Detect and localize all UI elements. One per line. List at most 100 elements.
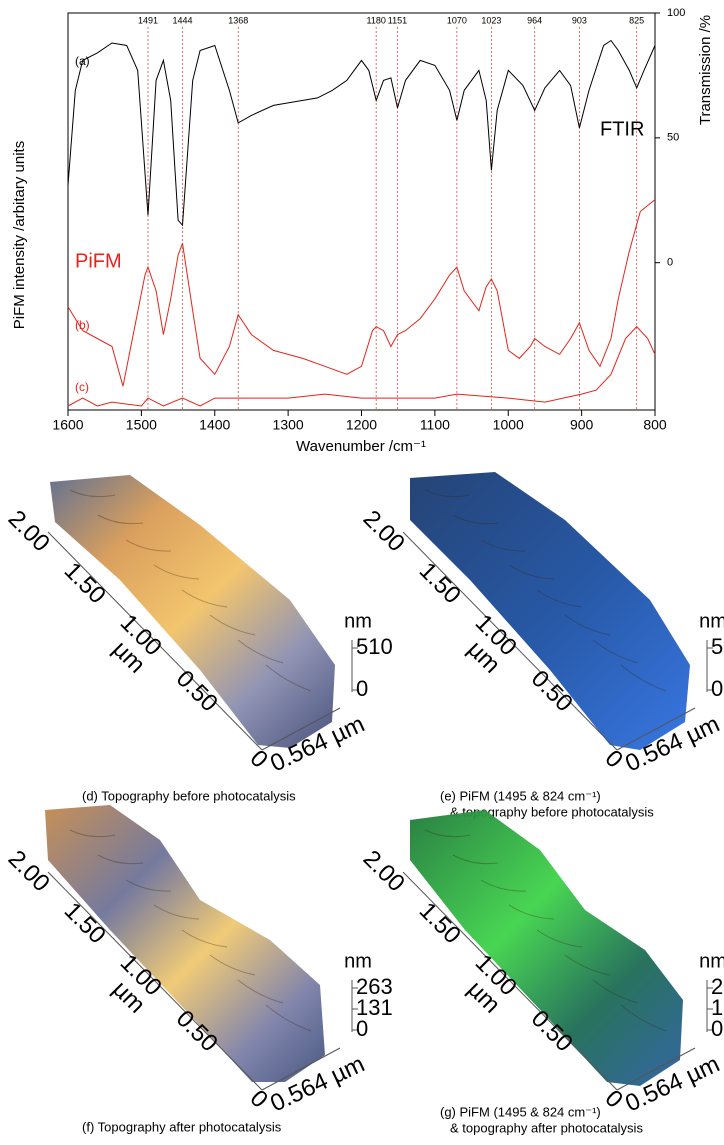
surface-texture xyxy=(69,489,116,498)
x-axis-line xyxy=(616,1047,696,1091)
peak-label: 1444 xyxy=(172,15,192,25)
surface-image xyxy=(410,810,683,1086)
x-tick-label: 1400 xyxy=(199,417,230,433)
surface-texture xyxy=(452,514,499,525)
y2-tick-label: 0 xyxy=(667,257,673,269)
surface-texture xyxy=(237,979,284,1004)
peak-label: 1368 xyxy=(228,15,248,25)
y-tick-label: 2.00 xyxy=(358,845,410,897)
surface-texture xyxy=(536,929,583,948)
surface-texture xyxy=(153,904,200,920)
x-axis-line xyxy=(261,1047,341,1091)
surface-image xyxy=(45,805,325,1082)
z-unit: nm xyxy=(344,610,372,632)
z-tick-label: 510 xyxy=(356,634,393,659)
surface-texture xyxy=(620,1004,667,1032)
surface-image xyxy=(50,475,335,748)
series-label: (c) xyxy=(75,380,89,394)
series-label: (a) xyxy=(75,54,90,68)
surface-texture xyxy=(181,589,228,608)
z-unit: nm xyxy=(699,950,724,972)
surface-texture xyxy=(237,639,284,664)
z-tick-label: 0 xyxy=(711,676,723,701)
caption: (e) PiFM (1495 & 824 cm⁻¹) xyxy=(440,788,601,803)
peak-label: 825 xyxy=(629,15,644,25)
y-axis-line xyxy=(402,531,618,751)
surface-image xyxy=(410,472,690,750)
surface-texture xyxy=(153,564,200,580)
x-tick-label: 900 xyxy=(570,417,594,433)
surface-texture xyxy=(620,664,667,692)
series-line xyxy=(67,199,656,387)
surface-texture xyxy=(424,489,471,498)
z-tick-label: 0 xyxy=(356,1016,368,1041)
caption: (f) Topography after photocatalysis xyxy=(82,1119,282,1134)
surface-texture xyxy=(69,829,116,838)
annotation: FTIR xyxy=(600,118,644,140)
y2-axis-label: Transmission /% xyxy=(697,15,714,125)
plot-frame xyxy=(67,12,656,411)
z-tick-label: 510 xyxy=(711,634,724,659)
y2-tick-label: 50 xyxy=(667,132,679,144)
surface-texture xyxy=(125,539,172,552)
y-tick-label: 2.00 xyxy=(358,505,410,557)
caption: & topography after photocatalysis xyxy=(450,1120,643,1135)
peak-label: 964 xyxy=(527,15,542,25)
x-tick-label: 1600 xyxy=(52,417,83,433)
z-tick-label: 0 xyxy=(356,676,368,701)
y-tick-label: 2.00 xyxy=(3,845,55,897)
y-axis-label: PiFM intensity /arbitary units xyxy=(11,141,28,329)
surface-texture xyxy=(480,539,527,552)
z-tick-label: 131 xyxy=(711,995,724,1020)
surface-texture xyxy=(97,514,144,525)
surface-texture xyxy=(97,854,144,865)
surface-texture xyxy=(125,879,172,892)
peak-label: 1180 xyxy=(366,15,385,25)
z-tick-label: 263 xyxy=(711,974,724,999)
surface-texture xyxy=(209,954,256,976)
x-axis-label: Wavenumber /cm⁻¹ xyxy=(296,438,426,455)
peak-label: 1151 xyxy=(388,15,407,25)
surface-texture xyxy=(265,664,312,692)
y-axis-line xyxy=(47,871,263,1091)
y-axis-line xyxy=(47,531,263,751)
z-tick-label: 131 xyxy=(356,995,393,1020)
caption: (d) Topography before photocatalysis xyxy=(82,788,296,803)
series-line xyxy=(67,39,656,227)
surface-texture xyxy=(592,639,639,664)
annotation: PiFM xyxy=(75,250,122,272)
x-axis-line xyxy=(616,707,696,751)
y-tick-label: 2.00 xyxy=(3,505,55,557)
surface-texture xyxy=(564,614,611,636)
peak-label: 1023 xyxy=(481,15,501,25)
surface-texture xyxy=(424,829,471,838)
peak-label: 1070 xyxy=(447,15,467,25)
y-axis-line xyxy=(402,871,618,1091)
y2-tick-label: 100 xyxy=(667,7,685,19)
peak-label: 903 xyxy=(572,15,587,25)
z-tick-label: 263 xyxy=(356,974,393,999)
x-tick-label: 800 xyxy=(643,417,667,433)
x-tick-label: 1000 xyxy=(493,417,524,433)
z-unit: nm xyxy=(344,950,372,972)
y-tick-label: 1.50 xyxy=(59,557,111,609)
x-tick-label: 1100 xyxy=(420,417,450,433)
caption: & topography before photocatalysis xyxy=(450,804,654,819)
x-tick-label: 1200 xyxy=(346,417,377,433)
surface-texture xyxy=(452,854,499,865)
series-line xyxy=(67,325,656,407)
surface-texture xyxy=(480,879,527,892)
surface-texture xyxy=(536,589,583,608)
x-tick-label: 1300 xyxy=(273,417,304,433)
surface-texture xyxy=(592,979,639,1004)
surface-texture xyxy=(209,614,256,636)
peak-label: 1491 xyxy=(138,15,158,25)
caption: (g) PiFM (1495 & 824 cm⁻¹) xyxy=(440,1104,601,1119)
surface-texture xyxy=(508,904,555,920)
surface-texture xyxy=(564,954,611,976)
x-axis-line xyxy=(261,707,341,751)
surface-texture xyxy=(181,929,228,948)
surface-texture xyxy=(265,1004,312,1032)
